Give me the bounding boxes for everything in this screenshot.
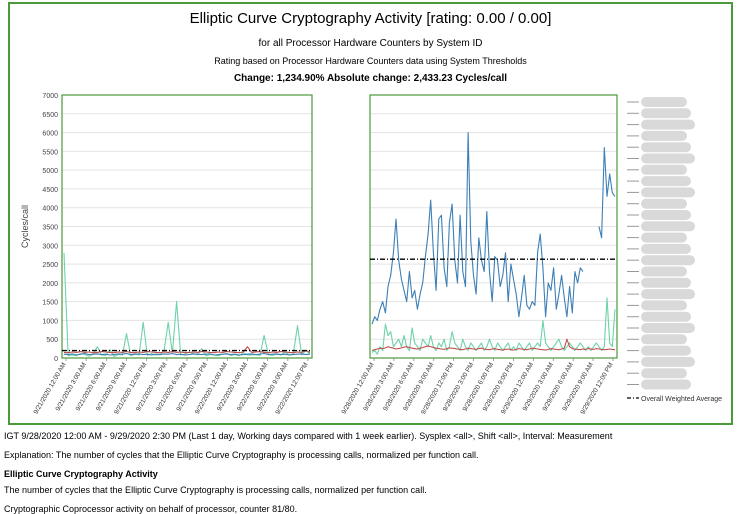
y-tick-label: 6000 [42,131,58,138]
legend-entry-redacted [641,345,691,356]
legend-entry-redacted [641,210,691,220]
series-line-blue [63,352,311,356]
legend-entry-redacted [641,176,691,187]
coprocessor-note: Cryptographic Coprocessor activity on be… [4,504,298,514]
legend-entry-redacted [641,232,687,243]
y-tick-label: 4500 [42,187,58,194]
metric-description: The number of cycles that the Elliptic C… [4,485,427,495]
legend-entry-redacted [641,243,691,254]
legend-entry-redacted [641,142,691,153]
chart-canvas: 0 500 1000 1500 2000 2500 3000 3500 4000 4500 5000… [20,93,722,416]
y-tick-label: 3500 [42,225,58,232]
legend-entry-redacted [641,334,687,345]
y-tick-label: 500 [46,337,58,344]
chart-frame [8,2,733,425]
y-tick-label: 5000 [42,168,58,175]
legend-entry-redacted [641,266,687,277]
legend-entry-redacted [641,153,695,164]
y-tick-label: 4000 [42,206,58,213]
legend-entry-redacted [641,356,695,367]
legend-entry-redacted [641,221,695,232]
chart-panel-1: 0 500 1000 1500 2000 2500 3000 3500 4000 4500 5000… [20,93,313,416]
chart-title: Elliptic Curve Cryptography Activity [ra… [189,10,552,27]
legend-entry-redacted [641,289,695,300]
time-range-text: IGT 9/28/2020 12:00 AM - 9/29/2020 2:30 … [4,431,613,441]
series-line-red [371,338,616,352]
legend-entry-redacted [641,277,691,288]
y-tick-label: 6500 [42,112,58,119]
y-tick-label: 5500 [42,149,58,156]
legend-entry-redacted [641,323,695,333]
chart-panel-2: 9/28/2020 12:00 AM9/28/2020 3:00 AM9/28/… [341,94,618,416]
change-summary: Change: 1,234.90% Absolute change: 2,433… [233,73,508,84]
legend-average-label: Overall Weighted Average [641,396,722,403]
legend-entry-redacted [641,379,691,390]
series-line-green [371,297,616,355]
series-line-red [63,346,311,354]
legend-entry-redacted [641,255,695,266]
legend-entry-redacted [641,368,687,379]
legend-entry-redacted [641,198,687,209]
legend-entry-redacted [641,300,687,311]
legend-entry-redacted [641,164,687,175]
legend: Overall Weighted Average [627,97,722,403]
y-tick-label: 2500 [42,262,58,269]
legend-entry-redacted [641,108,691,119]
legend-entry-redacted [641,130,687,141]
series-line-green [63,252,311,358]
chart-subtitle: for all Processor Hardware Counters by S… [258,38,483,49]
y-axis-label: Cycles/call [20,205,30,248]
legend-entry-redacted [641,187,695,198]
explanation-text: Explanation: The number of cycles that t… [4,450,479,460]
series-line-blue [371,132,616,325]
y-tick-label: 7000 [42,93,58,100]
y-tick-label: 2000 [42,281,58,288]
legend-entry-redacted [641,119,695,130]
metric-title: Elliptic Curve Cryptography Activity [4,469,158,479]
legend-entry-redacted [641,97,687,107]
y-tick-label: 1000 [42,318,58,325]
rating-note: Rating based on Processor Hardware Count… [214,56,527,66]
y-tick-label: 1500 [42,300,58,307]
y-tick-label: 3000 [42,243,58,250]
legend-entry-redacted [641,311,691,322]
y-tick-label: 0 [54,356,58,363]
